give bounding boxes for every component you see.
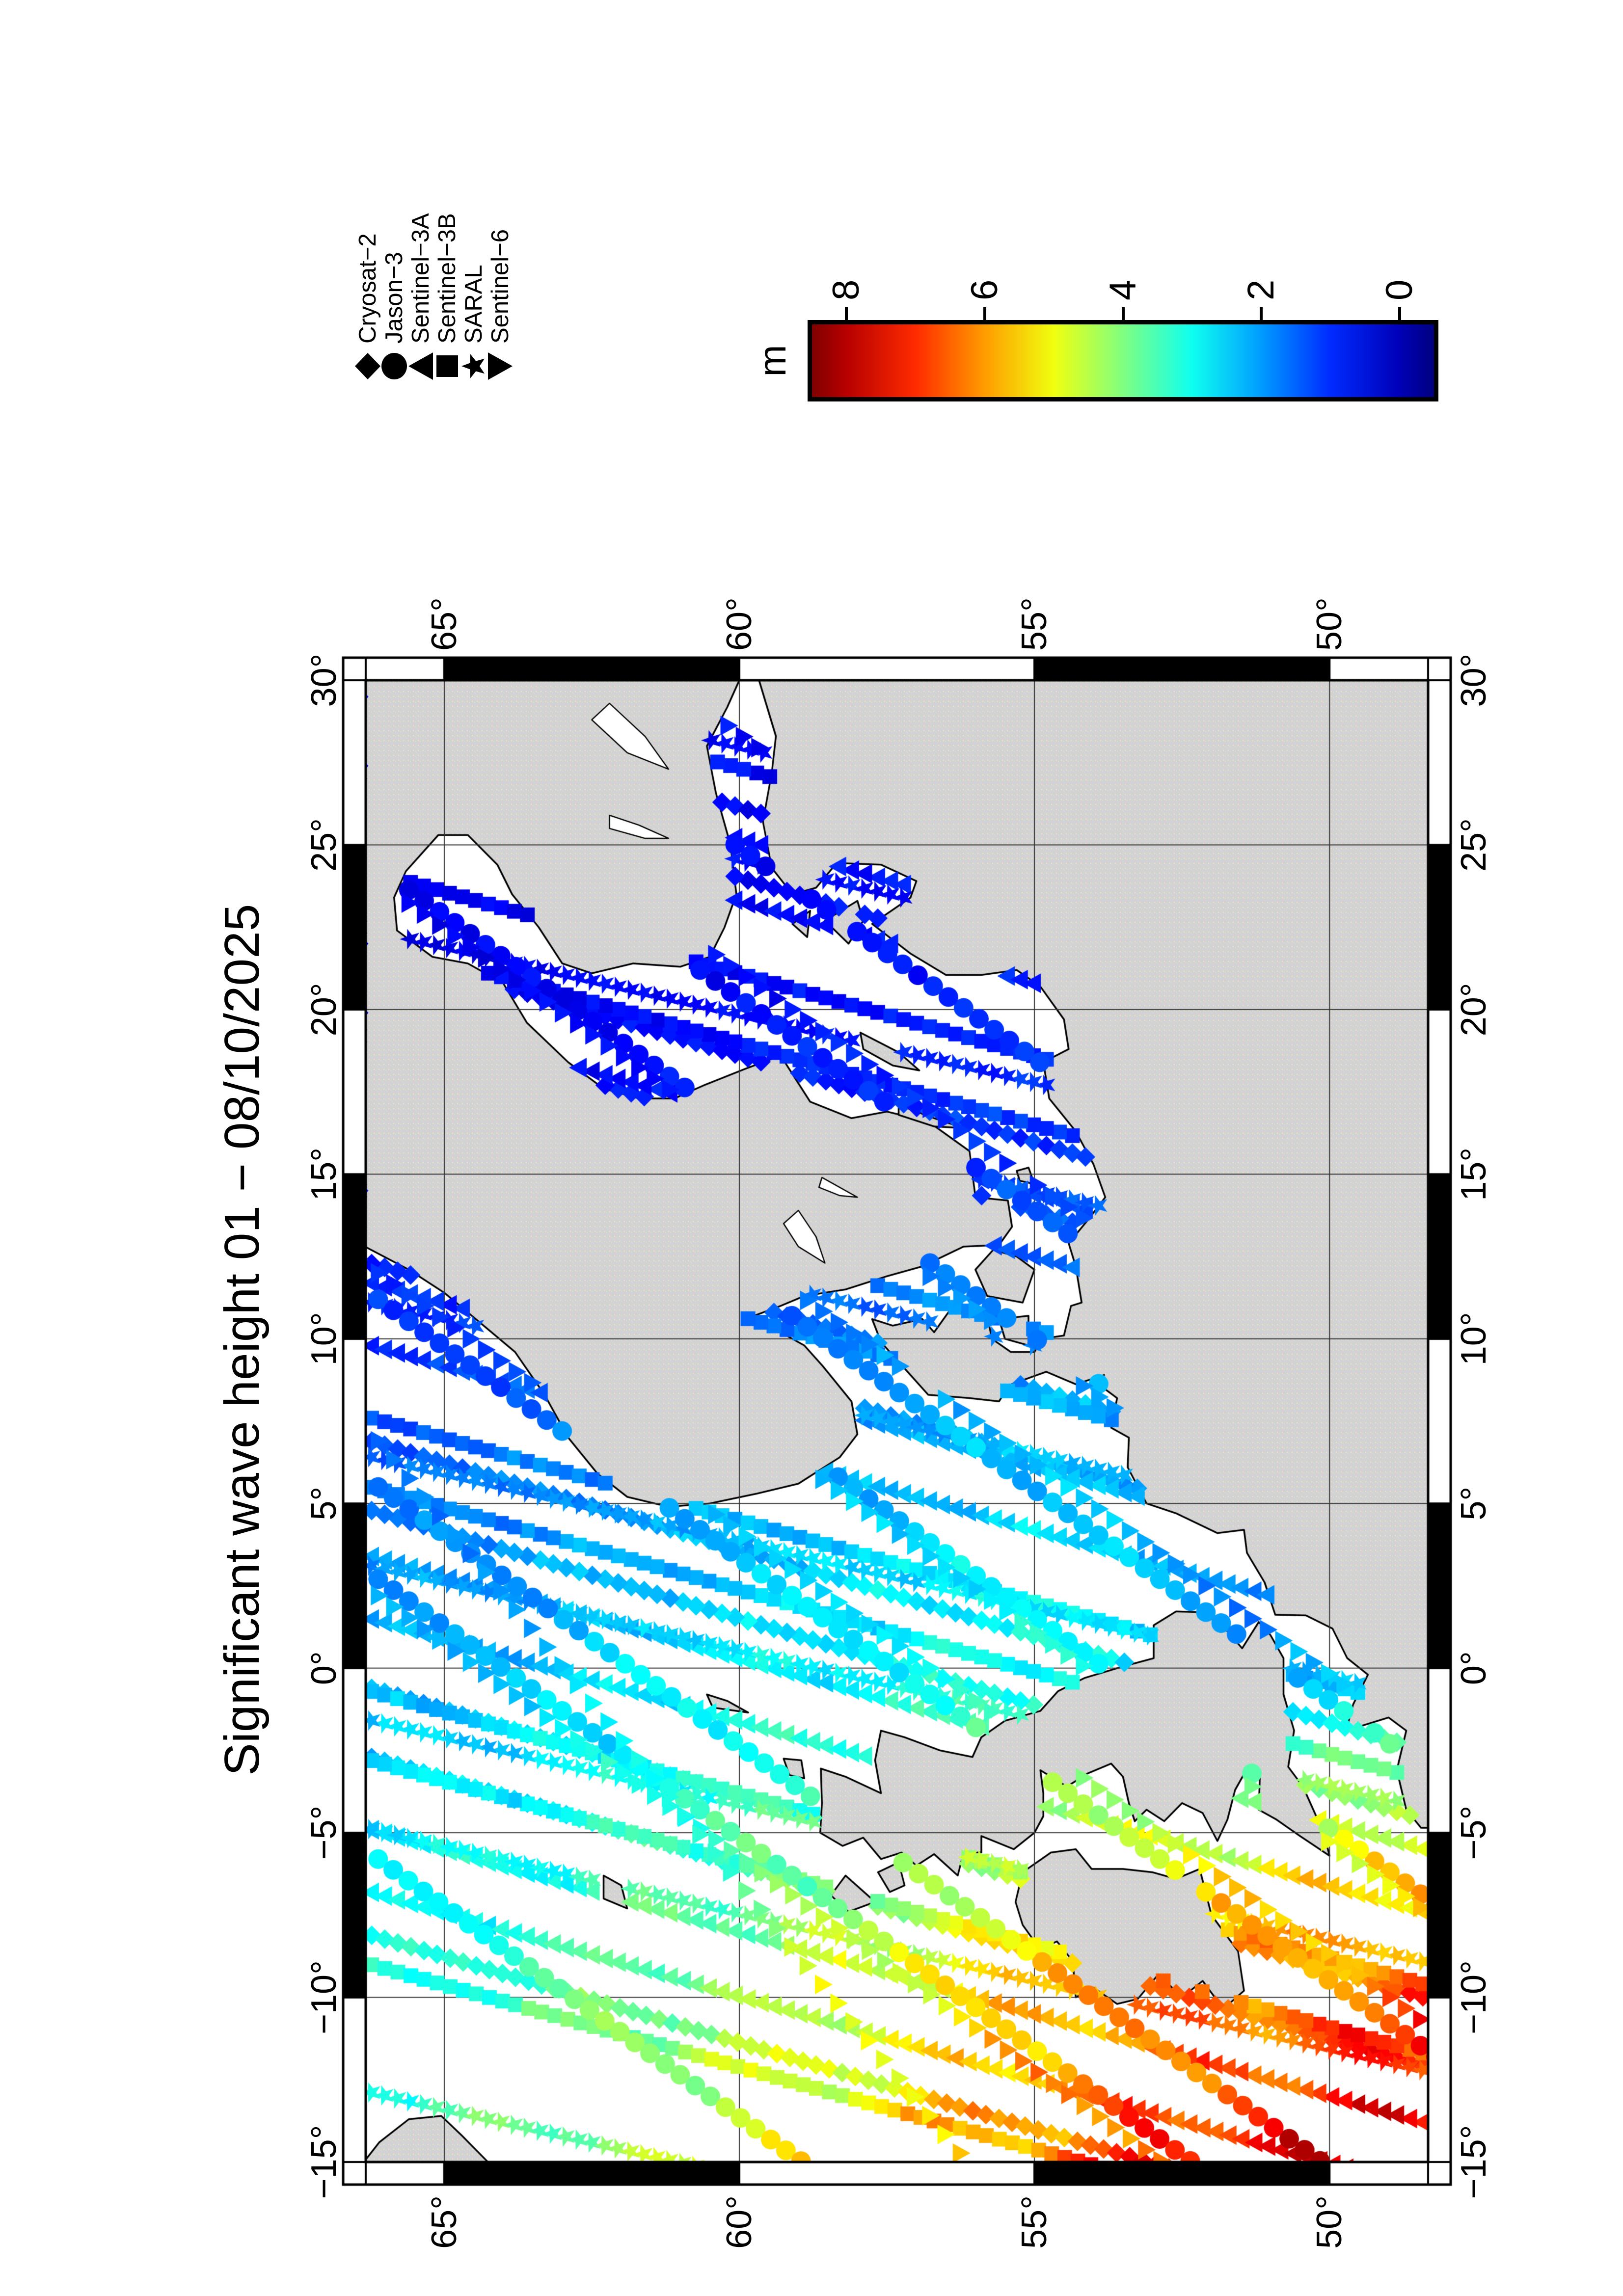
lat-tick-label-right: 65° (424, 597, 464, 651)
square-icon (436, 355, 458, 377)
legend-label: SARAL (460, 265, 487, 344)
legend-row-jason3: Jason−3 (381, 213, 407, 382)
lon-tick-label-top: 20° (304, 983, 344, 1037)
lon-tick-label-top: 10° (304, 1312, 344, 1366)
colorbar-tick-label: 2 (1240, 279, 1282, 300)
lat-tick-label-left: 60° (720, 2195, 759, 2249)
legend-label: Cryosat−2 (354, 233, 381, 344)
colorbar-tick-label: 6 (963, 279, 1005, 300)
triangle-up-icon (408, 352, 433, 380)
legend-row-sentinel3b: Sentinel−3B (434, 213, 460, 382)
colorbar-tick-label: 4 (1102, 279, 1144, 300)
colorbar (808, 320, 1438, 401)
lon-tick-label-top: 15° (304, 1147, 344, 1201)
lon-tick-label-bottom: 25° (1454, 818, 1493, 872)
legend-row-saral: SARAL (460, 213, 487, 382)
colorbar-tick-label: 8 (825, 279, 867, 300)
lat-tick-label-left: 55° (1015, 2195, 1055, 2249)
lat-tick-label-right: 50° (1310, 597, 1350, 651)
legend-label: Sentinel−6 (487, 229, 514, 344)
lon-tick-label-bottom: −10° (1454, 1960, 1493, 2035)
lon-tick-label-bottom: 20° (1454, 983, 1493, 1037)
lon-tick-label-bottom: 10° (1454, 1312, 1493, 1366)
colorbar-gradient (812, 324, 1434, 397)
lon-tick-label-bottom: 5° (1454, 1486, 1493, 1521)
triangle-down-icon (488, 352, 513, 380)
legend-row-sentinel3a: Sentinel−3A (407, 213, 434, 382)
lon-tick-label-bottom: 0° (1454, 1651, 1493, 1685)
lon-tick-label-top: 25° (304, 818, 344, 872)
lon-tick-label-top: −5° (304, 1805, 344, 1860)
diamond-icon (355, 353, 380, 379)
colorbar-tick (845, 307, 848, 320)
lon-tick-label-bottom: −5° (1454, 1805, 1493, 1860)
legend-label: Sentinel−3A (407, 213, 434, 344)
lon-tick-label-bottom: 30° (1454, 653, 1493, 707)
lat-tick-label-left: 50° (1310, 2195, 1350, 2249)
lon-tick-label-bottom: −15° (1454, 2125, 1493, 2199)
lon-tick-label-top: 30° (304, 653, 344, 707)
lon-tick-label-top: 0° (304, 1651, 344, 1685)
colorbar-tick (1398, 307, 1401, 320)
lat-tick-label-right: 55° (1015, 597, 1055, 651)
lon-tick-label-bottom: 15° (1454, 1147, 1493, 1201)
colorbar-tick (1260, 307, 1263, 320)
star-icon (461, 354, 485, 378)
legend-label: Jason−3 (381, 252, 407, 344)
lon-tick-label-top: −15° (304, 2125, 344, 2199)
colorbar-tick-label: 0 (1378, 279, 1420, 300)
satellite-legend: Cryosat−2 Jason−3 Sentinel−3A Sentinel−3… (354, 213, 514, 382)
lon-tick-label-top: 5° (304, 1486, 344, 1521)
legend-row-sentinel6: Sentinel−6 (487, 213, 514, 382)
legend-row-cryosat2: Cryosat−2 (354, 213, 381, 382)
colorbar-tick (1121, 307, 1125, 320)
lat-tick-label-left: 65° (424, 2195, 464, 2249)
lon-tick-label-top: −10° (304, 1960, 344, 2035)
lat-tick-label-right: 60° (720, 597, 759, 651)
colorbar-unit-label: m (751, 345, 794, 377)
circle-icon (381, 353, 407, 379)
legend-label: Sentinel−3B (434, 213, 460, 344)
colorbar-tick (983, 307, 986, 320)
page-title: Significant wave height 01 − 08/10/2025 (215, 904, 270, 1776)
